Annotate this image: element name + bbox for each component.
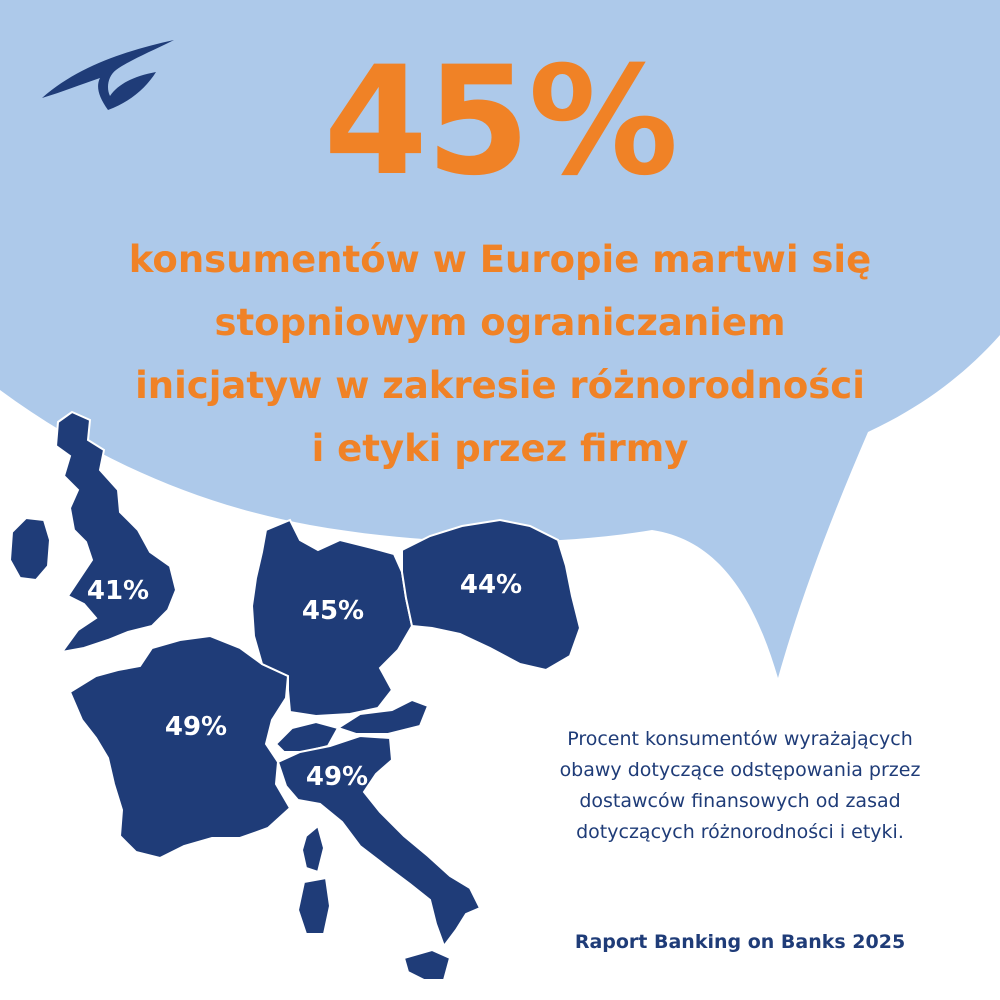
- source-caption: Raport Banking on Banks 2025: [574, 931, 906, 953]
- subtitle-line: stopniowym ograniczaniem: [214, 301, 786, 344]
- description: Procent konsumentów wyrażających obawy d…: [520, 724, 960, 848]
- label-italy: 49%: [305, 762, 369, 792]
- island-corsica: [300, 824, 326, 874]
- label-france: 49%: [164, 712, 228, 742]
- label-germany: 45%: [301, 596, 365, 626]
- country-germany: [250, 518, 414, 718]
- country-italy: [276, 734, 482, 949]
- headline-percentage: 45%: [323, 35, 678, 209]
- country-austria: [335, 698, 430, 735]
- country-ireland: [8, 516, 52, 582]
- description-line: Procent konsumentów wyrażających: [567, 728, 913, 750]
- country-switzerland: [274, 720, 340, 753]
- description-line: obawy dotyczące odstępowania przez: [559, 759, 921, 781]
- island-sardinia: [296, 876, 332, 935]
- country-uk: [54, 410, 178, 654]
- country-poland: [401, 518, 582, 672]
- description-line: dostawców finansowych od zasad: [579, 790, 901, 812]
- subtitle: konsumentów w Europie martwi się stopnio…: [60, 228, 940, 480]
- country-france: [68, 634, 292, 860]
- island-sicily: [402, 948, 452, 981]
- subtitle-line: konsumentów w Europie martwi się: [128, 238, 872, 281]
- subtitle-line: inicjatyw w zakresie różnorodności: [135, 364, 865, 407]
- description-line: dotyczących różnorodności i etyki.: [576, 821, 904, 843]
- bird-logo-icon: [42, 40, 174, 110]
- subtitle-line: i etyki przez firmy: [311, 427, 689, 470]
- label-uk: 41%: [86, 576, 150, 606]
- label-poland: 44%: [459, 570, 523, 600]
